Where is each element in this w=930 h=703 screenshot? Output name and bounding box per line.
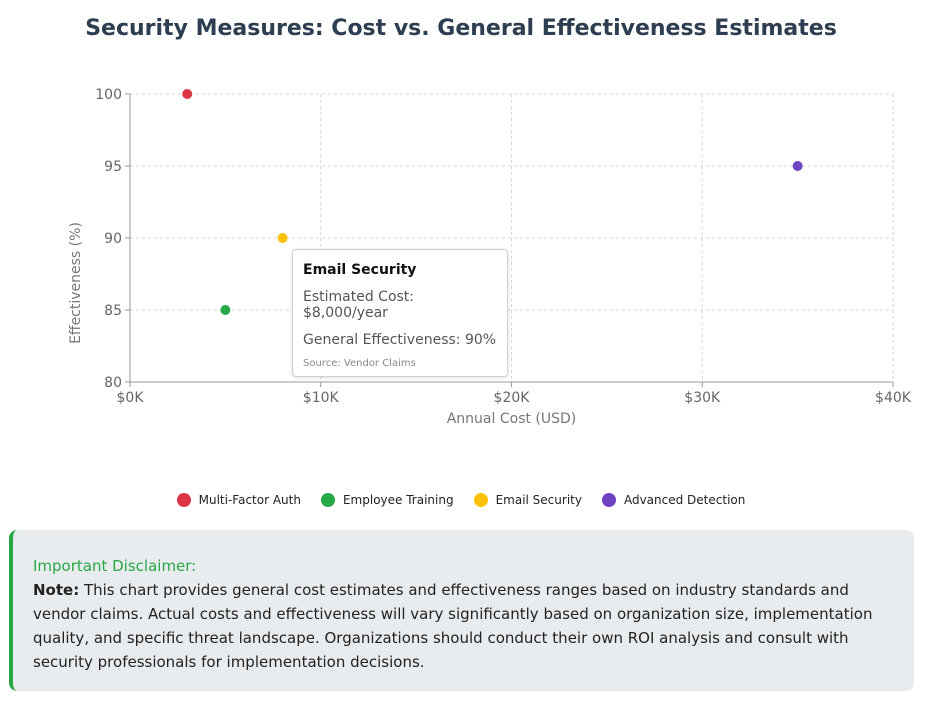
tooltip-effectiveness: General Effectiveness: 90% [303,332,497,348]
legend-label: Advanced Detection [623,493,746,507]
legend-marker [473,493,488,507]
legend-label: Employee Training [342,493,454,507]
disclaimer-text: This chart provides general cost estimat… [33,581,873,671]
legend-label: Multi-Factor Auth [198,493,301,507]
scatter-chart: $0K $10K $20K $30K $40K 80 85 90 95 100 Annual Cos… [68,87,912,427]
tooltip-title: Email Security [303,262,417,278]
data-point [182,89,193,99]
data-point [277,233,288,243]
y-tick-label: 85 [104,303,122,319]
disclaimer-body: Note: This chart provides general cost e… [33,578,894,674]
x-tick-label: $30K [684,390,721,406]
y-axis-title: Effectiveness (%) [68,222,84,344]
legend-marker [176,493,191,507]
chart-legend: Multi-Factor Auth Employee Training Email … [0,493,922,507]
disclaimer-box: Important Disclaimer: Note: This chart p… [9,530,914,691]
y-tick-label: 80 [104,375,122,391]
x-tick-label: $20K [494,390,531,406]
legend-marker [320,493,335,507]
y-tick-label: 90 [104,231,122,247]
tooltip-cost: Estimated Cost: $8,000/year [303,289,415,321]
data-point [792,161,803,171]
legend-label: Email Security [495,493,582,507]
disclaimer-note-label: Note: [33,581,80,599]
tooltip-source: Source: Vendor Claims [303,358,416,369]
x-axis-title: Annual Cost (USD) [447,411,577,427]
legend-marker [601,493,616,507]
chart-title: Security Measures: Cost vs. General Effe… [85,16,837,41]
y-tick-label: 95 [104,159,122,175]
disclaimer-heading: Important Disclaimer: [33,557,197,575]
x-tick-label: $40K [875,390,912,406]
x-tick-label: $10K [303,390,340,406]
legend-item[interactable]: Email Security [473,493,582,507]
legend-item[interactable]: Employee Training [320,493,454,507]
y-tick-label: 100 [95,87,122,103]
data-tooltip: Email Security Estimated Cost: $8,000/ye… [292,249,508,377]
legend-item[interactable]: Multi-Factor Auth [176,493,301,507]
data-point [220,305,231,315]
x-tick-label: $0K [117,390,145,406]
legend-item[interactable]: Advanced Detection [601,493,746,507]
